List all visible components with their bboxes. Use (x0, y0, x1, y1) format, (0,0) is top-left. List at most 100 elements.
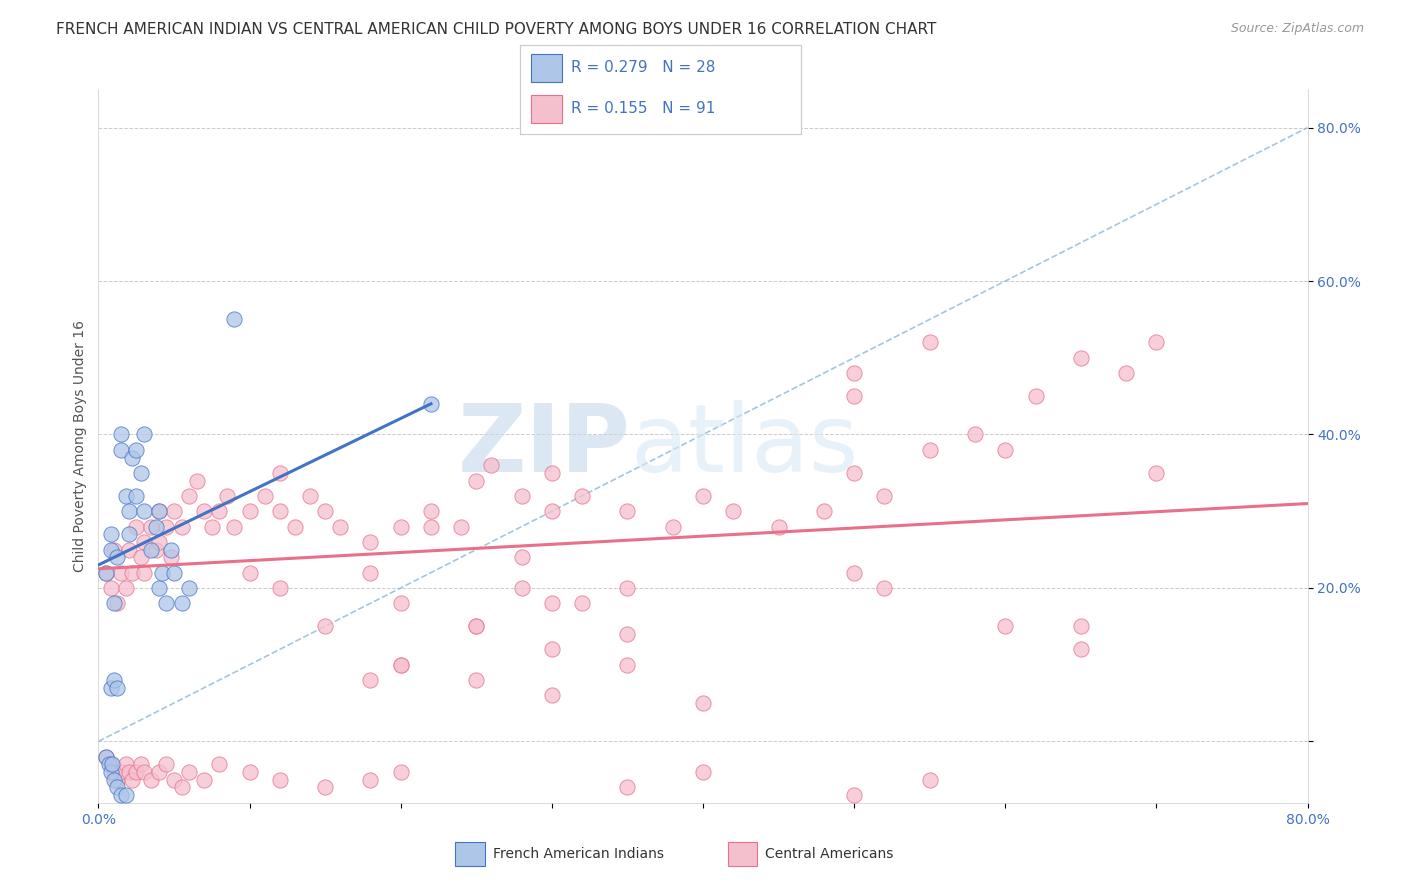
Point (125, 765, 148, 780)
Point (193, 504, 215, 518)
Point (360, 566, 382, 580)
Point (118, 765, 141, 780)
Point (121, 566, 143, 580)
Point (105, 596, 128, 610)
Point (179, 581, 201, 595)
Point (1070, 351, 1092, 365)
Point (100, 757, 122, 772)
Point (661, 519, 683, 533)
Point (450, 519, 472, 533)
Point (844, 788, 866, 802)
Point (873, 489, 896, 503)
Point (540, 596, 562, 610)
Point (155, 596, 177, 610)
Point (616, 780, 638, 795)
Point (994, 619, 1017, 633)
Point (1115, 366, 1137, 380)
Point (94, 749, 117, 764)
Point (692, 696, 714, 710)
Point (125, 442, 148, 457)
Point (813, 504, 835, 518)
Point (389, 519, 412, 533)
Point (269, 504, 291, 518)
Point (1070, 619, 1092, 633)
Point (540, 504, 562, 518)
Point (155, 519, 177, 533)
Point (314, 619, 336, 633)
Point (844, 566, 866, 580)
Point (208, 504, 231, 518)
Point (179, 765, 201, 780)
Point (100, 765, 122, 780)
Point (100, 527, 122, 541)
Point (148, 581, 170, 595)
Point (98, 757, 121, 772)
Point (105, 550, 128, 565)
Point (540, 642, 562, 657)
Point (110, 566, 132, 580)
Point (510, 550, 533, 565)
Point (510, 489, 533, 503)
Point (132, 566, 155, 580)
Point (540, 689, 562, 703)
Point (239, 765, 262, 780)
Point (132, 765, 155, 780)
Point (141, 542, 163, 557)
Point (571, 489, 593, 503)
Point (121, 450, 143, 465)
Point (105, 780, 128, 795)
Point (103, 542, 125, 557)
Point (163, 504, 186, 518)
Point (145, 542, 167, 557)
Point (723, 504, 745, 518)
Bar (456, 842, 485, 866)
Point (389, 596, 412, 610)
Point (201, 519, 224, 533)
Point (420, 397, 443, 411)
Point (284, 519, 307, 533)
Point (844, 366, 866, 380)
Point (360, 673, 382, 687)
Point (299, 489, 322, 503)
Point (193, 772, 215, 787)
Point (132, 504, 155, 518)
Text: R = 0.155   N = 91: R = 0.155 N = 91 (571, 102, 716, 116)
Point (110, 442, 132, 457)
Point (329, 519, 352, 533)
Point (389, 657, 412, 672)
Point (170, 519, 193, 533)
Point (918, 442, 941, 457)
Point (224, 312, 246, 326)
Point (918, 772, 941, 787)
Point (224, 519, 246, 533)
Point (540, 466, 562, 480)
Point (873, 581, 896, 595)
Point (110, 427, 132, 442)
Point (208, 757, 231, 772)
Point (239, 566, 262, 580)
Point (170, 780, 193, 795)
Point (465, 474, 488, 488)
Point (692, 765, 714, 780)
Text: ZIP: ZIP (457, 400, 630, 492)
Point (94, 749, 117, 764)
Point (114, 489, 136, 503)
Point (1070, 642, 1092, 657)
Point (148, 504, 170, 518)
Point (965, 427, 987, 442)
Point (269, 466, 291, 480)
Point (103, 673, 125, 687)
Point (994, 442, 1017, 457)
Point (360, 535, 382, 549)
Bar (728, 842, 756, 866)
Text: Source: ZipAtlas.com: Source: ZipAtlas.com (1230, 22, 1364, 36)
Point (616, 657, 638, 672)
Point (114, 757, 136, 772)
Point (269, 772, 291, 787)
Point (103, 772, 125, 787)
Y-axis label: Child Poverty Among Boys Under 16: Child Poverty Among Boys Under 16 (73, 320, 87, 572)
Point (616, 504, 638, 518)
Point (160, 542, 183, 557)
Point (150, 566, 173, 580)
Point (1144, 335, 1167, 350)
